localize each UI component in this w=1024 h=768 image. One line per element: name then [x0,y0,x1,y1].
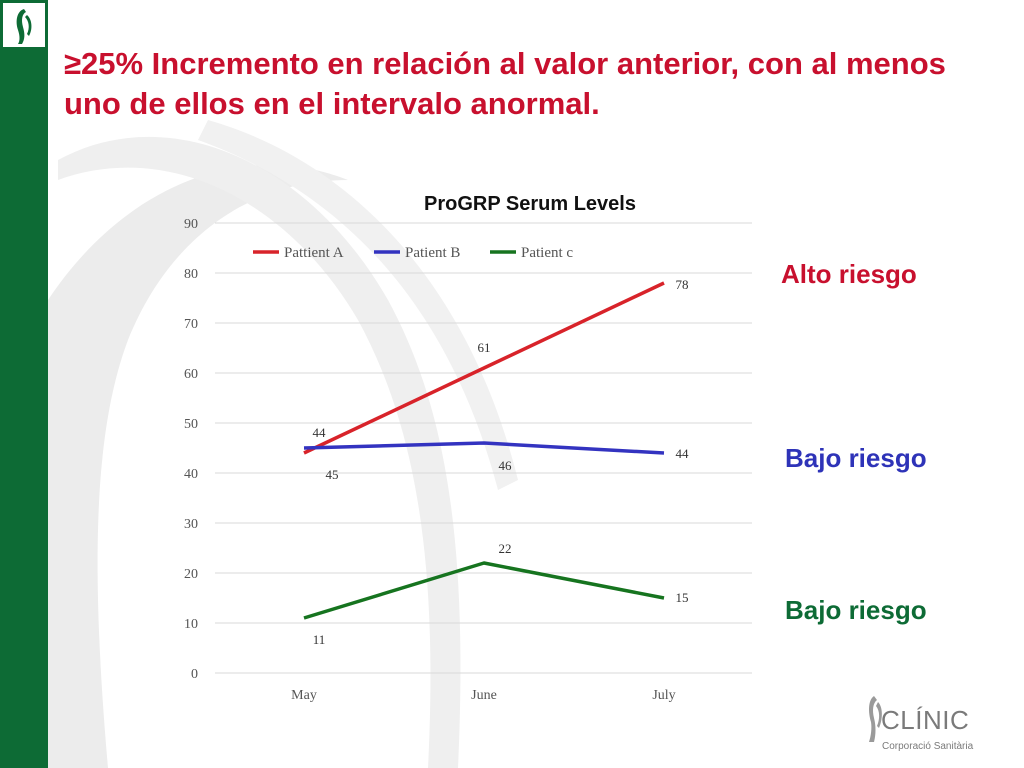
clinic-logo-subtitle: Corporació Sanitària [882,741,974,752]
low-risk-label-green: Bajo riesgo [785,595,927,625]
figure-logo-icon [16,9,32,44]
x-tick-label: June [471,688,497,703]
y-tick-label: 30 [184,517,198,532]
data-label: 78 [676,277,689,292]
data-label: 11 [313,632,326,647]
clinic-logo-name: CLÍNIC [881,705,970,735]
x-tick-label: July [652,688,675,703]
low-risk-label-blue: Bajo riesgo [785,443,927,473]
chart-series [303,281,665,620]
legend-label: Pattient A [284,245,344,261]
data-label: 45 [326,467,339,482]
data-label: 46 [499,458,513,473]
data-label: 44 [313,425,327,440]
data-label: 44 [676,446,690,461]
slide-title: ≥25% Incremento en relación al valor ant… [64,46,946,121]
y-tick-label: 20 [184,567,198,582]
data-label: 22 [499,541,512,556]
high-risk-label: Alto riesgo [781,259,917,289]
clinic-logo-icon [869,696,882,742]
chart-grid: 0 10 20 30 40 50 60 70 80 90 May June July [184,217,752,703]
chart-labels: 44 61 78 45 46 44 11 22 15 [313,277,690,647]
side-accent-bar [0,0,48,768]
series-line-3 [303,561,665,620]
y-tick-label: 0 [191,667,198,682]
y-tick-label: 50 [184,417,198,432]
y-tick-label: 90 [184,217,198,232]
y-tick-label: 60 [184,367,198,382]
x-tick-label: May [291,688,317,703]
y-tick-label: 10 [184,617,198,632]
legend-label: Patient B [405,245,460,261]
y-tick-label: 70 [184,317,198,332]
series-line-2 [303,441,665,455]
background-swoosh-decoration [48,120,518,768]
y-tick-label: 80 [184,267,198,282]
legend-label: Patient c [521,245,573,261]
chart-legend: Pattient A Patient B Patient c [253,245,573,261]
series-line-1 [303,281,665,455]
corner-logo [3,3,45,47]
chart-title: ProGRP Serum Levels [424,193,636,215]
data-label: 61 [478,340,491,355]
data-label: 15 [676,590,689,605]
y-tick-label: 40 [184,467,198,482]
